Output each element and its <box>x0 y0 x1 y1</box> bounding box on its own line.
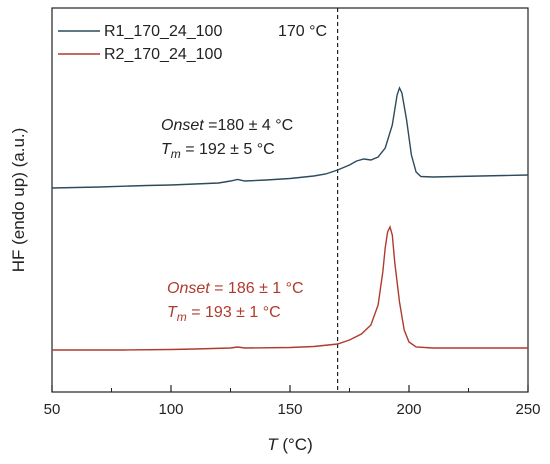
annotation-r1-onset: Onset =180 ± 4 °C <box>161 117 293 134</box>
x-axis-tick-labels: 50 100 150 200 250 <box>44 401 541 418</box>
onset-sep: = <box>204 117 218 134</box>
annotation-r1: Onset =180 ± 4 °C Tm = 192 ± 5 °C <box>161 117 293 161</box>
x-tick-label: 100 <box>158 401 183 418</box>
onset-label: Onset <box>161 117 204 134</box>
annotation-r2-onset: Onset = 186 ± 1 °C <box>167 280 304 297</box>
x-axis-ticks <box>51 385 529 392</box>
tm-var: T <box>161 141 172 158</box>
y-axis-label: HF (endo up) (a.u.) <box>9 128 28 273</box>
annotation-r2-tm: Tm = 193 ± 1 °C <box>167 304 281 324</box>
x-tick-label: 50 <box>44 401 61 418</box>
onset-label: Onset <box>167 280 210 297</box>
legend-label-r2: R2_170_24_100 <box>104 46 222 63</box>
tm-sub: m <box>177 310 187 324</box>
annotation-r2: Onset = 186 ± 1 °C Tm = 193 ± 1 °C <box>167 280 304 324</box>
onset-value: 180 ± 4 °C <box>217 117 293 134</box>
x-tick-label: 250 <box>515 401 540 418</box>
legend: R1_170_24_100 R2_170_24_100 <box>58 23 222 63</box>
annotation-r1-tm: Tm = 192 ± 5 °C <box>161 141 275 161</box>
tm-var: T <box>167 304 178 321</box>
x-tick-label: 200 <box>396 401 421 418</box>
x-tick-label: 150 <box>277 401 302 418</box>
plot-frame <box>51 7 529 393</box>
series-r1-line <box>51 86 529 189</box>
tm-value: = 193 ± 1 °C <box>187 304 281 321</box>
onset-value: 186 ± 1 °C <box>228 280 304 297</box>
legend-label-r1: R1_170_24_100 <box>104 23 222 40</box>
x-axis-var: T <box>267 435 279 454</box>
onset-sep: = <box>210 280 228 297</box>
reference-line-label: 170 °C <box>278 23 327 40</box>
x-axis-label: T (°C) <box>267 435 313 454</box>
series-r2-line <box>52 225 528 351</box>
tm-sub: m <box>171 147 181 161</box>
tm-value: = 192 ± 5 °C <box>181 141 275 158</box>
x-axis-unit: (°C) <box>278 435 313 454</box>
